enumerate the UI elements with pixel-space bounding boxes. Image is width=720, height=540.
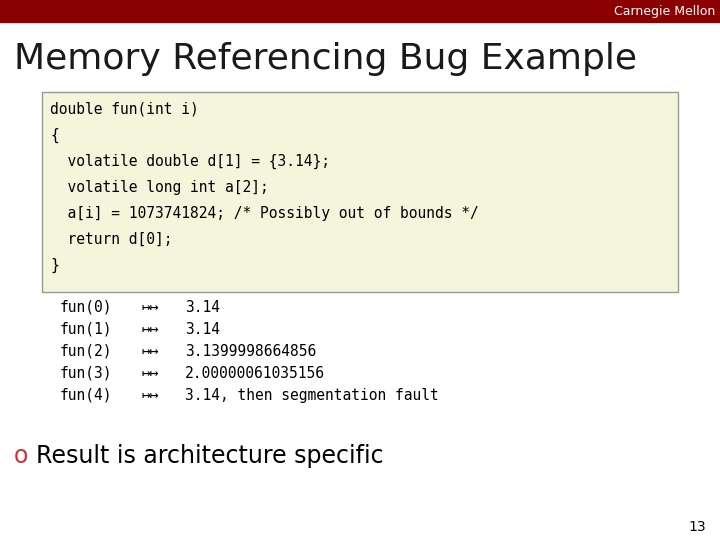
Text: }: } <box>50 258 59 273</box>
Text: 2.00000061035156: 2.00000061035156 <box>185 366 325 381</box>
Text: {: { <box>50 128 59 143</box>
Text: fun(2): fun(2) <box>60 344 112 359</box>
Text: ↦↦: ↦↦ <box>142 300 160 315</box>
Text: ↦↦: ↦↦ <box>142 366 160 381</box>
Text: a[i] = 1073741824; /* Possibly out of bounds */: a[i] = 1073741824; /* Possibly out of bo… <box>50 206 479 221</box>
Text: ↦↦: ↦↦ <box>142 344 160 359</box>
Text: volatile long int a[2];: volatile long int a[2]; <box>50 180 269 195</box>
FancyBboxPatch shape <box>42 92 678 292</box>
Text: 13: 13 <box>688 520 706 534</box>
Text: Result is architecture specific: Result is architecture specific <box>36 444 384 468</box>
Text: 3.1399998664856: 3.1399998664856 <box>185 344 316 359</box>
Text: fun(4): fun(4) <box>60 388 112 403</box>
Text: fun(3): fun(3) <box>60 366 112 381</box>
Text: 3.14, then segmentation fault: 3.14, then segmentation fault <box>185 388 438 403</box>
Text: o: o <box>14 444 28 468</box>
Text: return d[0];: return d[0]; <box>50 232 173 247</box>
Text: ↦↦: ↦↦ <box>142 322 160 337</box>
Text: fun(1): fun(1) <box>60 322 112 337</box>
Text: double fun(int i): double fun(int i) <box>50 102 199 117</box>
Text: ↦↦: ↦↦ <box>142 388 160 403</box>
Text: Memory Referencing Bug Example: Memory Referencing Bug Example <box>14 42 637 76</box>
Text: 3.14: 3.14 <box>185 300 220 315</box>
Text: volatile double d[1] = {3.14};: volatile double d[1] = {3.14}; <box>50 154 330 169</box>
Text: fun(0): fun(0) <box>60 300 112 315</box>
Text: Carnegie Mellon: Carnegie Mellon <box>613 4 715 17</box>
Bar <box>0 0 720 22</box>
Text: 3.14: 3.14 <box>185 322 220 337</box>
